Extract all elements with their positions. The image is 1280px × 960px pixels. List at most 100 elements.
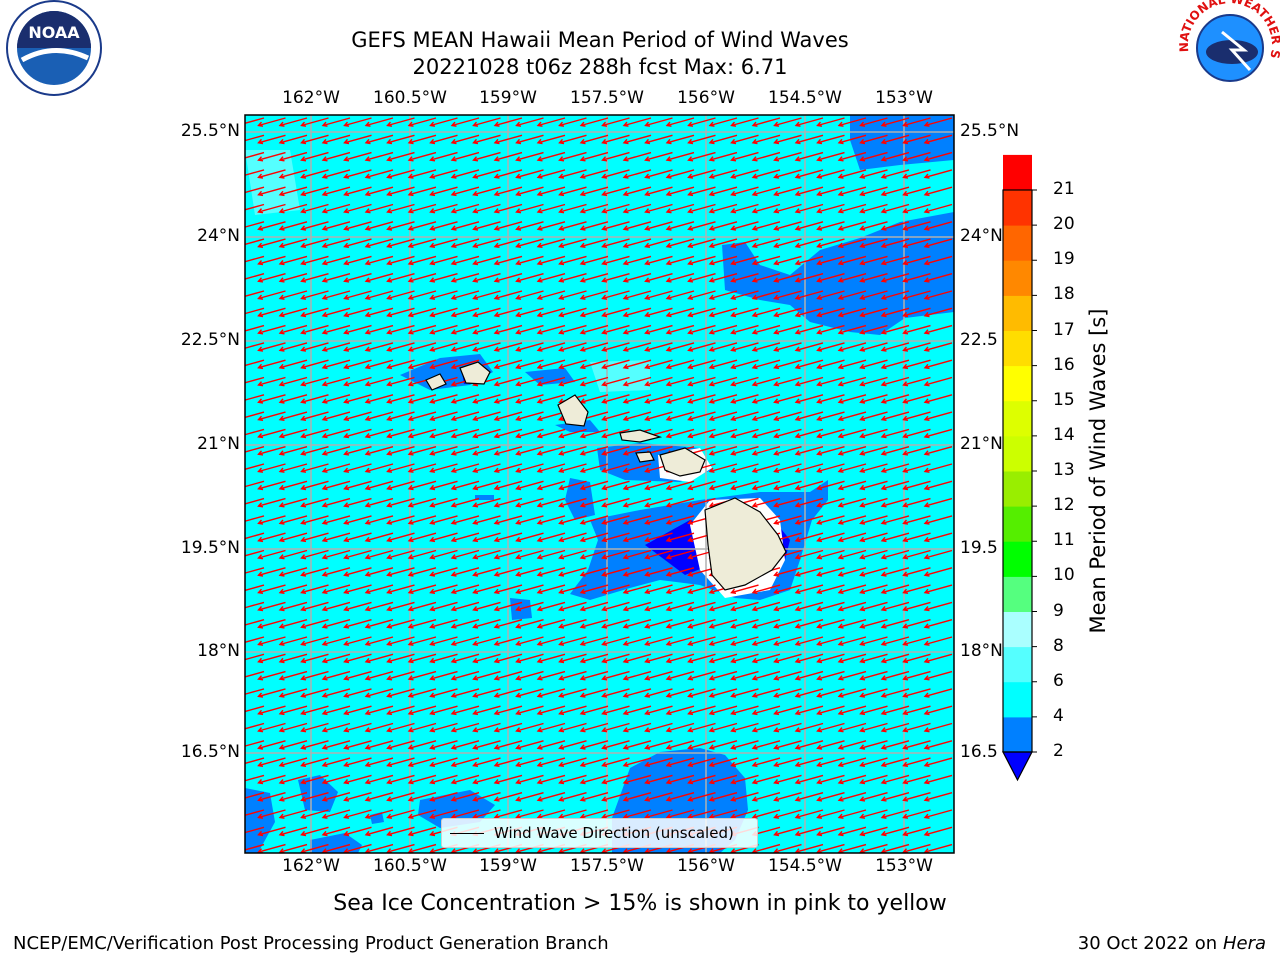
wave-direction-arrow (493, 792, 523, 802)
wave-direction-arrow (536, 446, 566, 456)
lon-tick-label: 153°W (875, 856, 933, 876)
wave-direction-arrow (773, 290, 802, 300)
wave-direction-arrow (407, 774, 437, 785)
wave-direction-arrow (245, 549, 265, 557)
wave-direction-arrow (794, 809, 824, 819)
wave-direction-arrow (923, 757, 953, 767)
wave-direction-arrow (644, 151, 673, 162)
wave-direction-arrow (407, 446, 437, 456)
wave-direction-arrow (880, 307, 910, 318)
wave-direction-arrow (644, 480, 673, 491)
lon-tick-label: 154.5°W (768, 856, 842, 876)
footer-machine: Hera (1222, 933, 1266, 954)
wave-direction-arrow (923, 670, 953, 681)
wave-direction-arrow (536, 584, 566, 594)
wave-direction-arrow (644, 653, 673, 664)
wave-direction-arrow (880, 428, 910, 439)
wave-direction-arrow (923, 394, 953, 404)
wave-direction-arrow (257, 740, 286, 750)
wave-direction-arrow (386, 151, 415, 162)
wave-direction-arrow (300, 480, 329, 491)
wave-direction-arrow (300, 342, 329, 352)
wave-direction-arrow (730, 359, 759, 370)
wave-direction-arrow (558, 549, 587, 560)
colorbar-tick-label: 4 (1053, 705, 1064, 726)
wave-direction-arrow (579, 792, 609, 802)
wave-direction-arrow (321, 567, 351, 577)
wave-direction-arrow (450, 117, 480, 127)
wave-direction-arrow (665, 740, 695, 750)
wave-direction-arrow (515, 740, 544, 750)
wave-direction-arrow (364, 497, 394, 508)
wave-direction-arrow (558, 376, 587, 387)
colorbar-tick-label: 16 (1053, 354, 1075, 375)
wave-direction-arrow (429, 653, 458, 664)
wave-direction-arrow (665, 134, 695, 145)
wave-direction-arrow (364, 134, 394, 145)
wave-direction-arrow (407, 549, 437, 560)
wave-direction-arrow (601, 342, 630, 352)
wave-direction-arrow (816, 411, 845, 421)
wave-direction-arrow (278, 169, 308, 179)
wave-direction-arrow (364, 394, 394, 404)
wave-direction-arrow (665, 809, 695, 819)
wave-direction-arrow (536, 515, 566, 525)
wave-direction-arrow (773, 688, 802, 698)
wave-direction-arrow (902, 446, 931, 456)
wave-direction-arrow (773, 359, 802, 370)
wave-direction-arrow (622, 463, 652, 473)
wave-direction-arrow (601, 324, 630, 335)
wave-direction-arrow (278, 584, 308, 594)
wave-direction-arrow (450, 705, 480, 716)
wave-direction-arrow (837, 134, 867, 145)
wave-direction-arrow (321, 255, 351, 266)
wave-direction-arrow (493, 809, 523, 819)
wave-direction-arrow (622, 740, 652, 750)
wave-direction-arrow (536, 636, 566, 646)
wave-direction-arrow (880, 273, 910, 283)
wave-direction-arrow (773, 324, 802, 335)
wave-direction-arrow (859, 497, 888, 508)
wave-direction-arrow (343, 411, 372, 421)
wave-direction-arrow (859, 134, 888, 145)
wave-direction-arrow (245, 653, 265, 661)
wave-direction-arrow (429, 497, 458, 508)
wave-direction-arrow (536, 774, 566, 785)
wave-direction-arrow (816, 117, 845, 127)
wave-direction-arrow (923, 549, 953, 560)
wave-direction-arrow (902, 549, 931, 560)
wave-direction-arrow (407, 463, 437, 473)
wave-direction-arrow (429, 117, 458, 127)
wave-direction-arrow (859, 670, 888, 681)
wave-direction-arrow (493, 567, 523, 577)
low-period-region (525, 368, 575, 385)
wave-direction-arrow (472, 601, 501, 612)
wave-direction-arrow (751, 151, 781, 162)
wave-direction-arrow (880, 238, 910, 248)
wave-direction-arrow (794, 705, 824, 716)
wave-direction-arrow (579, 134, 609, 145)
colorbar-segment (1003, 506, 1032, 542)
wave-direction-arrow (923, 151, 953, 162)
wave-direction-arrow (278, 688, 308, 698)
wave-direction-arrow (579, 151, 609, 162)
colorbar-segment (1003, 681, 1032, 718)
wave-direction-arrow (794, 549, 824, 560)
wave-direction-arrow (245, 273, 265, 280)
wave-direction-arrow (601, 619, 630, 629)
wave-direction-arrow (429, 203, 458, 214)
wave-direction-arrow (364, 238, 394, 248)
wave-direction-arrow (687, 670, 716, 681)
wave-direction-arrow (708, 601, 738, 612)
wave-direction-arrow (558, 273, 587, 283)
wave-direction-arrow (644, 238, 673, 248)
wave-direction-arrow (364, 653, 394, 664)
wave-direction-arrow (751, 307, 781, 318)
wave-direction-arrow (343, 653, 372, 664)
wave-direction-arrow (880, 636, 910, 646)
wave-direction-arrow (730, 411, 759, 421)
colorbar-segment (1003, 611, 1032, 648)
wave-direction-arrow (300, 549, 329, 560)
wave-direction-arrow (687, 221, 716, 231)
wave-direction-arrow (773, 117, 802, 127)
